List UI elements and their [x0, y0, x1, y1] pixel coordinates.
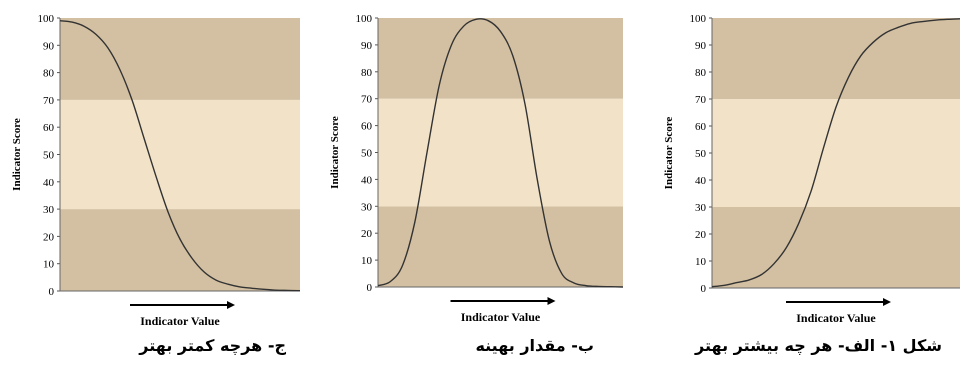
band-0 — [378, 206, 623, 287]
y-tick-label: 50 — [43, 150, 55, 162]
band-1 — [712, 99, 960, 207]
y-tick-label: 100 — [356, 13, 373, 25]
series-line — [59, 20, 301, 292]
y-tick-label: 10 — [695, 256, 707, 268]
chart-c: 0 10 20 30 40 50 60 70 80 90 100 Indicator Score Ind… — [11, 13, 301, 328]
x-arrow-head — [547, 297, 556, 305]
y-tick-label: 40 — [43, 177, 55, 189]
y-tick-label: 10 — [43, 259, 55, 271]
y-tick-label: 70 — [361, 94, 373, 106]
y-tick-label: 80 — [361, 67, 373, 79]
y-tick-label: 40 — [361, 174, 373, 186]
y-tick-label: 100 — [38, 13, 55, 25]
y-tick-label: 40 — [695, 175, 707, 187]
band-0 — [60, 209, 300, 291]
y-tick-label: 20 — [361, 228, 373, 240]
y-tick-label: 30 — [361, 201, 373, 213]
y-tick-label: 80 — [695, 67, 707, 79]
x-axis-label: Indicator Value — [461, 310, 541, 324]
chart-b: 0 10 20 30 40 50 60 70 80 90 100 Indicator Score Ind… — [329, 13, 624, 324]
y-axis-label: Indicator Score — [329, 116, 341, 189]
y-tick-label: 100 — [690, 13, 707, 25]
caption-a: شکل ۱- الف- هر چه بیشتر بهتر — [695, 336, 942, 355]
band-2 — [712, 18, 960, 99]
y-tick-label: 20 — [43, 231, 55, 243]
y-tick-label: 90 — [695, 40, 707, 52]
y-tick-label: 10 — [361, 255, 373, 267]
y-tick-label: 0 — [701, 283, 707, 295]
y-tick-label: 0 — [367, 282, 373, 294]
y-tick-label: 30 — [695, 202, 707, 214]
caption-b: ب- مقدار بهینه — [475, 336, 594, 355]
y-tick-label: 30 — [43, 204, 55, 216]
x-arrow-head — [227, 301, 235, 309]
x-arrow-head — [883, 298, 891, 306]
band-2 — [378, 18, 623, 99]
y-axis-label: Indicator Score — [11, 118, 23, 191]
band-2 — [60, 18, 300, 100]
series-line — [711, 18, 961, 288]
y-tick-label: 90 — [361, 40, 373, 52]
y-tick-label: 90 — [43, 40, 55, 52]
y-tick-label: 50 — [695, 148, 707, 160]
x-axis-label: Indicator Value — [796, 311, 876, 325]
chart-a: 0 10 20 30 40 50 60 70 80 90 100 Indicator Score Ind… — [663, 13, 961, 325]
band-1 — [378, 98, 623, 207]
band-1 — [60, 99, 300, 210]
y-tick-label: 60 — [43, 122, 55, 134]
y-tick-label: 60 — [695, 121, 707, 133]
y-tick-label: 60 — [361, 121, 373, 133]
x-axis-label: Indicator Value — [140, 314, 220, 328]
series-line — [377, 18, 624, 288]
y-axis-label: Indicator Score — [663, 117, 675, 190]
y-tick-label: 70 — [695, 94, 707, 106]
band-0 — [712, 207, 960, 288]
y-tick-label: 0 — [49, 286, 55, 298]
y-tick-label: 20 — [695, 229, 707, 241]
y-tick-label: 50 — [361, 148, 373, 160]
caption-c: ج- هرچه کمتر بهتر — [139, 336, 286, 355]
y-tick-label: 70 — [43, 95, 55, 107]
y-tick-label: 80 — [43, 68, 55, 80]
